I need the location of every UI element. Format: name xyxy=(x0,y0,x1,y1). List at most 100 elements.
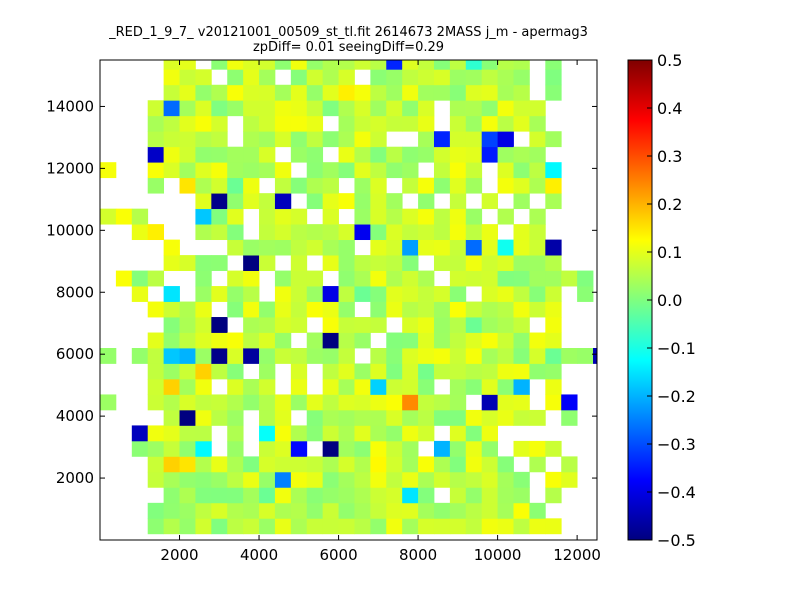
heatmap-cell xyxy=(322,394,339,411)
heatmap-cell xyxy=(338,270,355,287)
heatmap-cell xyxy=(370,224,387,241)
heatmap-cell xyxy=(370,425,387,442)
heatmap-cell xyxy=(449,502,467,519)
heatmap-cell xyxy=(243,193,260,210)
heatmap-cell xyxy=(497,409,514,426)
heatmap-cell xyxy=(354,409,371,426)
heatmap-cell xyxy=(449,239,467,256)
heatmap-cell xyxy=(497,255,514,271)
heatmap-cell xyxy=(449,84,467,101)
heatmap-cell xyxy=(577,270,594,287)
heatmap-cell xyxy=(370,208,387,225)
heatmap-cell xyxy=(259,224,276,241)
heatmap-cell xyxy=(274,317,292,333)
heatmap-cell xyxy=(306,286,324,302)
heatmap-cell xyxy=(497,363,514,380)
heatmap-cell xyxy=(195,100,212,117)
heatmap-cell xyxy=(243,471,260,488)
heatmap-cell xyxy=(354,131,371,148)
heatmap-cell xyxy=(561,270,578,287)
heatmap-cell xyxy=(433,394,451,411)
heatmap-cell xyxy=(259,502,276,519)
heatmap-cell xyxy=(370,146,387,163)
heatmap-cell xyxy=(449,518,467,535)
heatmap-cell xyxy=(497,378,514,395)
heatmap-cell xyxy=(386,270,403,287)
heatmap-cell xyxy=(481,286,498,302)
heatmap-cell xyxy=(211,317,228,333)
heatmap-cell xyxy=(497,270,514,287)
heatmap-cell xyxy=(274,286,292,302)
heatmap-cell xyxy=(481,348,498,364)
heatmap-cell xyxy=(529,255,546,271)
heatmap-cell xyxy=(243,146,260,163)
heatmap-cell xyxy=(370,239,387,256)
heatmap-cell xyxy=(322,84,339,101)
heatmap-cell xyxy=(402,100,419,117)
heatmap-cell xyxy=(290,224,308,241)
heatmap-cell xyxy=(290,208,308,225)
heatmap-cell xyxy=(163,131,180,148)
heatmap-cell xyxy=(163,332,180,349)
heatmap-cell xyxy=(354,100,371,117)
heatmap-cell xyxy=(338,100,355,117)
heatmap-cell xyxy=(147,440,165,457)
x-tick-label: 12000 xyxy=(553,546,601,564)
heatmap-cell xyxy=(529,239,546,256)
heatmap-cell xyxy=(163,518,180,535)
heatmap-cell xyxy=(449,146,467,163)
heatmap-cell xyxy=(354,208,371,225)
heatmap-cell xyxy=(259,456,276,473)
heatmap-cell xyxy=(131,440,149,457)
heatmap-cell xyxy=(433,332,451,349)
heatmap-cell xyxy=(306,84,324,101)
heatmap-cell xyxy=(147,394,165,411)
heatmap-cell xyxy=(545,317,562,333)
heatmap-cell xyxy=(274,301,292,318)
heatmap-cell xyxy=(243,270,260,287)
heatmap-cell xyxy=(418,100,435,117)
heatmap-cell xyxy=(449,487,467,504)
heatmap-cell xyxy=(211,456,228,473)
heatmap-cell xyxy=(211,518,228,535)
heatmap-cell xyxy=(449,394,467,411)
heatmap-cell xyxy=(243,332,260,349)
heatmap-cell xyxy=(195,224,212,241)
heatmap-cell xyxy=(227,502,244,519)
heatmap-cell xyxy=(195,301,212,318)
heatmap-cell xyxy=(433,348,451,364)
heatmap-cell xyxy=(418,60,435,70)
heatmap-cell xyxy=(354,394,371,411)
heatmap-cell xyxy=(354,270,371,287)
heatmap-cell xyxy=(497,177,514,194)
heatmap-cell xyxy=(163,487,180,504)
heatmap-cell xyxy=(497,131,514,148)
heatmap-cell xyxy=(449,471,467,488)
heatmap-cell xyxy=(481,115,498,132)
heatmap-cell xyxy=(259,84,276,101)
heatmap-cell xyxy=(195,394,212,411)
heatmap-cell xyxy=(418,301,435,318)
heatmap-cell xyxy=(354,224,371,241)
heatmap-cell xyxy=(259,115,276,132)
heatmap-cell xyxy=(306,270,324,287)
heatmap-cell xyxy=(386,239,403,256)
heatmap-cell xyxy=(195,162,212,179)
heatmap-cell xyxy=(465,146,483,163)
heatmap-cell xyxy=(370,317,387,333)
heatmap-cell xyxy=(402,208,419,225)
colorbar-tick-label: −0.5 xyxy=(657,531,696,550)
heatmap-cell xyxy=(227,239,244,256)
chart-title-line-2: zpDiff= 0.01 seeingDiff=0.29 xyxy=(252,40,445,55)
heatmap-cell xyxy=(163,317,180,333)
heatmap-cell xyxy=(529,146,546,163)
heatmap-cell xyxy=(481,363,498,380)
heatmap-cell xyxy=(195,332,212,349)
heatmap-cell xyxy=(163,440,180,457)
heatmap-cell xyxy=(147,348,165,364)
heatmap-cell xyxy=(227,177,244,194)
heatmap-cell xyxy=(338,487,355,504)
heatmap-cell xyxy=(147,131,165,148)
heatmap-cell xyxy=(259,425,276,442)
heatmap-cell xyxy=(259,131,276,148)
